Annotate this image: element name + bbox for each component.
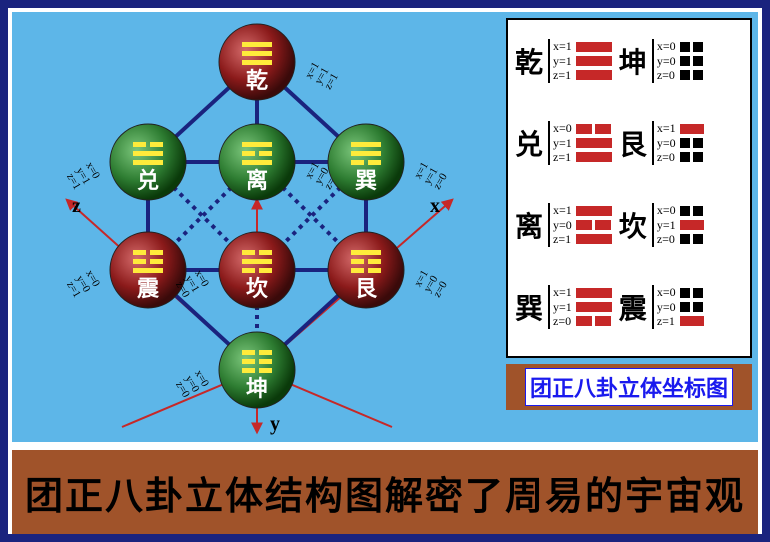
legend-coords: x=1y=0z=0 bbox=[652, 121, 676, 164]
legend-name: 坎 bbox=[616, 205, 650, 245]
legend-row-0: 乾x=1y=1z=1 坤x=0y=0z=0 bbox=[508, 20, 750, 102]
diagram-area: xyz乾x=1y=1z=1兑x=0y=1z=1离x=1y=0z=1巽x=1y=1… bbox=[12, 12, 502, 442]
svg-text:x=0y=0z=1: x=0y=0z=1 bbox=[64, 268, 102, 300]
legend-coords: x=1y=0z=1 bbox=[548, 203, 572, 246]
legend-coords: x=0y=0z=1 bbox=[652, 285, 676, 328]
legend-trigram bbox=[576, 206, 612, 244]
legend-name: 乾 bbox=[512, 41, 546, 81]
svg-text:坤: 坤 bbox=[246, 376, 268, 401]
legend-row-3: 巽x=1y=1z=0 震x=0y=0z=1 bbox=[508, 266, 750, 348]
legend-coords: x=1y=1z=1 bbox=[548, 39, 572, 82]
legend-name: 离 bbox=[512, 205, 546, 245]
legend-coords: x=0y=1z=0 bbox=[652, 203, 676, 246]
svg-text:坎: 坎 bbox=[246, 276, 268, 301]
svg-text:震: 震 bbox=[137, 276, 160, 301]
legend-title-text: 团正八卦立体坐标图 bbox=[525, 368, 733, 406]
legend-trigram bbox=[680, 288, 704, 326]
legend-coords: x=0y=1z=1 bbox=[548, 121, 572, 164]
legend-trigram bbox=[576, 42, 612, 80]
bagua-diagram-svg: xyz乾x=1y=1z=1兑x=0y=1z=1离x=1y=0z=1巽x=1y=1… bbox=[12, 12, 502, 442]
legend-name: 艮 bbox=[616, 123, 650, 163]
caption-bar: 团正八卦立体结构图解密了周易的宇宙观 bbox=[12, 450, 758, 534]
legend-trigram bbox=[680, 42, 703, 80]
svg-text:乾: 乾 bbox=[246, 68, 268, 93]
legend-name: 兑 bbox=[512, 123, 546, 163]
svg-text:艮: 艮 bbox=[355, 276, 378, 301]
legend-row-2: 离x=1y=0z=1 坎x=0y=1z=0 bbox=[508, 184, 750, 266]
node-xun: 巽 x=1y=1z=0 bbox=[328, 124, 450, 200]
node-zhen: 震 x=0y=0z=1 bbox=[64, 232, 186, 308]
legend-coords: x=0y=0z=0 bbox=[652, 39, 676, 82]
svg-text:巽: 巽 bbox=[355, 168, 377, 193]
legend-title-bar: 团正八卦立体坐标图 bbox=[506, 364, 752, 410]
caption-text: 团正八卦立体结构图解密了周易的宇宙观 bbox=[25, 465, 745, 520]
legend-coords: x=1y=1z=0 bbox=[548, 285, 572, 328]
legend-name: 震 bbox=[616, 287, 650, 327]
svg-text:x: x bbox=[430, 195, 440, 217]
node-kun: 坤 x=0y=0z=0 bbox=[173, 332, 295, 408]
legend-panel: 乾x=1y=1z=1 坤x=0y=0z=0 兑x=0y=1z=1 艮x=1y=0z=0… bbox=[506, 18, 752, 358]
svg-text:x=1y=1z=0: x=1y=1z=0 bbox=[412, 160, 450, 192]
svg-text:兑: 兑 bbox=[137, 168, 159, 193]
main-area: xyz乾x=1y=1z=1兑x=0y=1z=1离x=1y=0z=1巽x=1y=1… bbox=[12, 12, 758, 442]
legend-trigram bbox=[576, 124, 612, 162]
node-qian: 乾 x=1y=1z=1 bbox=[219, 24, 341, 100]
legend-name: 巽 bbox=[512, 287, 546, 327]
node-dui: 兑 x=0y=1z=1 bbox=[64, 124, 186, 200]
svg-text:离: 离 bbox=[246, 168, 268, 193]
svg-text:y: y bbox=[270, 413, 280, 435]
legend-trigram bbox=[680, 206, 704, 244]
legend-name: 坤 bbox=[616, 41, 650, 81]
svg-text:z: z bbox=[72, 195, 81, 217]
legend-trigram bbox=[680, 124, 704, 162]
outer-frame: xyz乾x=1y=1z=1兑x=0y=1z=1离x=1y=0z=1巽x=1y=1… bbox=[0, 0, 770, 542]
svg-text:x=0y=0z=0: x=0y=0z=0 bbox=[173, 368, 211, 400]
legend-trigram bbox=[576, 288, 612, 326]
node-gen: 艮 x=1y=0z=0 bbox=[328, 232, 450, 308]
svg-text:x=0y=1z=1: x=0y=1z=1 bbox=[64, 160, 102, 192]
svg-text:x=1y=0z=0: x=1y=0z=0 bbox=[412, 268, 450, 300]
svg-text:x=1y=1z=1: x=1y=1z=1 bbox=[303, 60, 341, 92]
legend-row-1: 兑x=0y=1z=1 艮x=1y=0z=0 bbox=[508, 102, 750, 184]
